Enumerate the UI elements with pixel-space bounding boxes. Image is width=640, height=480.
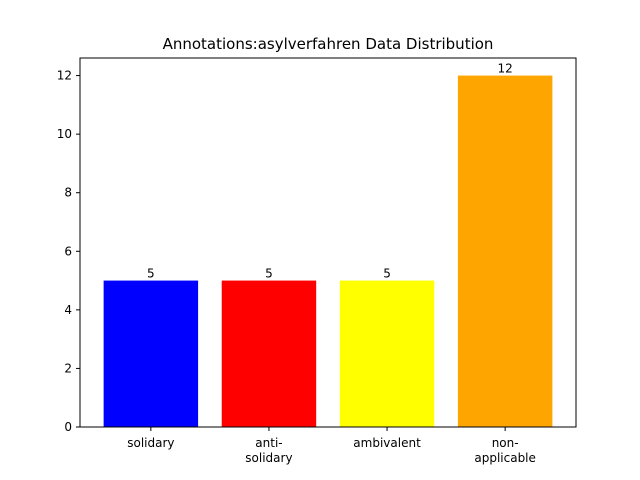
bar-3	[457, 75, 553, 427]
bar-2	[339, 280, 435, 427]
x-tick-label-1: anti-solidary	[245, 436, 292, 465]
data-label-0: 5	[147, 267, 155, 281]
bars-group	[103, 75, 553, 427]
data-labels-group: 5 5 5 12	[147, 62, 513, 281]
y-tick-label-3: 6	[64, 244, 72, 258]
y-tick-label-2: 4	[64, 303, 72, 317]
x-tick-label-0: solidary	[127, 436, 174, 450]
x-tick-label-3: non-applicable	[474, 436, 536, 465]
plot-frame	[79, 57, 577, 428]
x-tick-label-2: ambivalent	[353, 436, 421, 450]
y-axis: 0 2 4 6 8 10 12	[57, 69, 80, 434]
bar-1	[221, 280, 317, 427]
data-label-1: 5	[265, 267, 273, 281]
data-label-3: 12	[497, 62, 512, 76]
data-label-2: 5	[383, 267, 391, 281]
y-tick-label-1: 2	[64, 361, 72, 375]
chart-title: Annotations:asylverfahren Data Distribut…	[163, 35, 494, 53]
y-tick-label-4: 8	[64, 186, 72, 200]
x-axis: solidary anti-solidary ambivalent non-appli…	[127, 427, 536, 465]
y-tick-label-6: 12	[57, 69, 72, 83]
y-tick-label-5: 10	[57, 127, 72, 141]
y-tick-label-0: 0	[64, 420, 72, 434]
bar-0	[103, 280, 199, 427]
